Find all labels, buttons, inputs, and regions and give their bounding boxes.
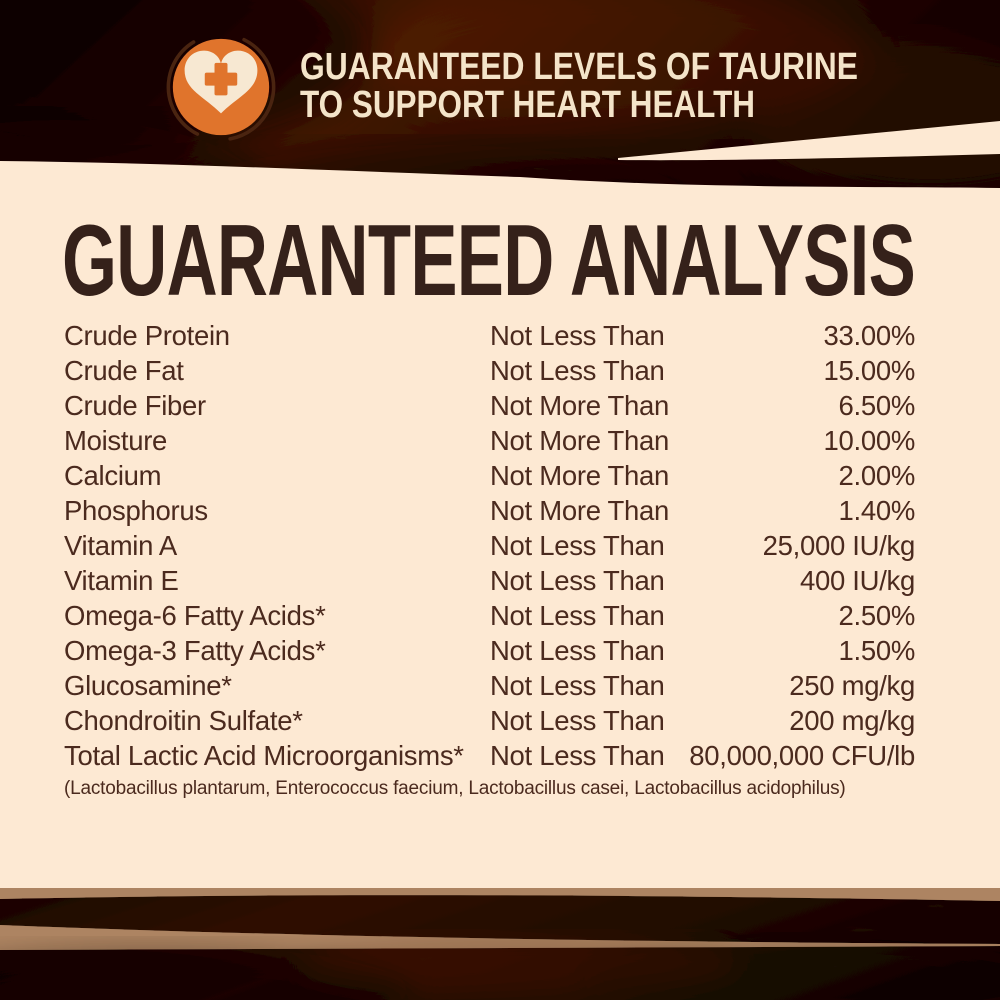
microorganisms-footnote: (Lactobacillus plantarum, Enterococcus f… <box>64 778 846 799</box>
bottom-wood-band <box>0 895 1000 1000</box>
nutrient-label: Calcium <box>64 460 162 491</box>
value-label: 15.00% <box>823 355 916 386</box>
table-row: Moisture Not More Than 10.00% <box>64 423 915 458</box>
qualifier-label: Not Less Than <box>490 320 665 351</box>
nutrient-label: Vitamin A <box>64 530 177 561</box>
value-label: 80,000,000 CFU/lb <box>689 740 915 771</box>
wood-strip-upper <box>0 895 1000 944</box>
qualifier-label: Not Less Than <box>490 705 665 736</box>
nutrient-label: Crude Protein <box>64 320 230 351</box>
nutrient-label: Glucosamine* <box>64 670 232 701</box>
top-wood-band: GUARANTEED LEVELS OF TAURINE TO SUPPORT … <box>0 0 1000 230</box>
table-row: Crude Protein Not Less Than 33.00% <box>64 318 915 353</box>
table-row: Phosphorus Not More Than 1.40% <box>64 493 915 528</box>
nutrient-label: Total Lactic Acid Microorganisms* <box>64 740 464 771</box>
nutrient-label: Omega-6 Fatty Acids* <box>64 600 326 631</box>
table-row: Vitamin E Not Less Than 400 IU/kg <box>64 563 915 598</box>
table-row: Omega-6 Fatty Acids* Not Less Than 2.50% <box>64 598 915 633</box>
header-line2: TO SUPPORT HEART HEALTH <box>300 84 755 126</box>
qualifier-label: Not More Than <box>490 390 670 421</box>
qualifier-label: Not More Than <box>490 425 670 456</box>
value-label: 1.40% <box>838 495 916 526</box>
value-label: 10.00% <box>823 425 916 456</box>
qualifier-label: Not Less Than <box>490 670 665 701</box>
table-row: Calcium Not More Than 2.00% <box>64 458 915 493</box>
value-label: 2.50% <box>838 600 916 631</box>
qualifier-label: Not More Than <box>490 460 670 491</box>
analysis-table: Crude Protein Not Less Than 33.00% Crude… <box>64 318 915 773</box>
nutrient-label: Chondroitin Sulfate* <box>64 705 303 736</box>
qualifier-label: Not Less Than <box>490 355 665 386</box>
qualifier-label: Not Less Than <box>490 565 665 596</box>
table-row: Omega-3 Fatty Acids* Not Less Than 1.50% <box>64 633 915 668</box>
cross-icon <box>204 62 238 96</box>
nutrient-label: Crude Fiber <box>64 390 206 421</box>
value-label: 33.00% <box>823 320 916 351</box>
heart-health-badge-icon <box>166 32 276 142</box>
page-title: GUARANTEED ANALYSIS <box>62 205 915 313</box>
value-label: 1.50% <box>838 635 916 666</box>
table-row: Crude Fat Not Less Than 15.00% <box>64 353 915 388</box>
value-label: 2.00% <box>838 460 916 491</box>
nutrient-label: Crude Fat <box>64 355 184 386</box>
table-row: Total Lactic Acid Microorganisms* Not Le… <box>64 738 915 773</box>
table-row: Chondroitin Sulfate* Not Less Than 200 m… <box>64 703 915 738</box>
nutrient-label: Phosphorus <box>64 495 208 526</box>
qualifier-label: Not Less Than <box>490 530 665 561</box>
nutrient-label: Moisture <box>64 425 168 456</box>
table-row: Vitamin A Not Less Than 25,000 IU/kg <box>64 528 915 563</box>
table-row: Glucosamine* Not Less Than 250 mg/kg <box>64 668 915 703</box>
qualifier-label: Not Less Than <box>490 740 665 771</box>
qualifier-label: Not Less Than <box>490 600 665 631</box>
qualifier-label: Not Less Than <box>490 635 665 666</box>
analysis-title-block: GUARANTEED ANALYSIS <box>62 205 916 313</box>
qualifier-label: Not More Than <box>490 495 670 526</box>
table-row: Crude Fiber Not More Than 6.50% <box>64 388 915 423</box>
cream-panel-edge-top <box>0 161 1000 230</box>
value-label: 400 IU/kg <box>799 565 915 596</box>
cream-sliver-top <box>618 121 1000 161</box>
value-label: 200 mg/kg <box>789 705 915 736</box>
value-label: 6.50% <box>838 390 916 421</box>
value-label: 250 mg/kg <box>789 670 915 701</box>
header-line1: GUARANTEED LEVELS OF TAURINE <box>300 46 858 88</box>
nutrient-label: Omega-3 Fatty Acids* <box>64 635 326 666</box>
badge-ring <box>166 32 276 142</box>
value-label: 25,000 IU/kg <box>762 530 916 561</box>
nutrient-label: Vitamin E <box>64 565 179 596</box>
